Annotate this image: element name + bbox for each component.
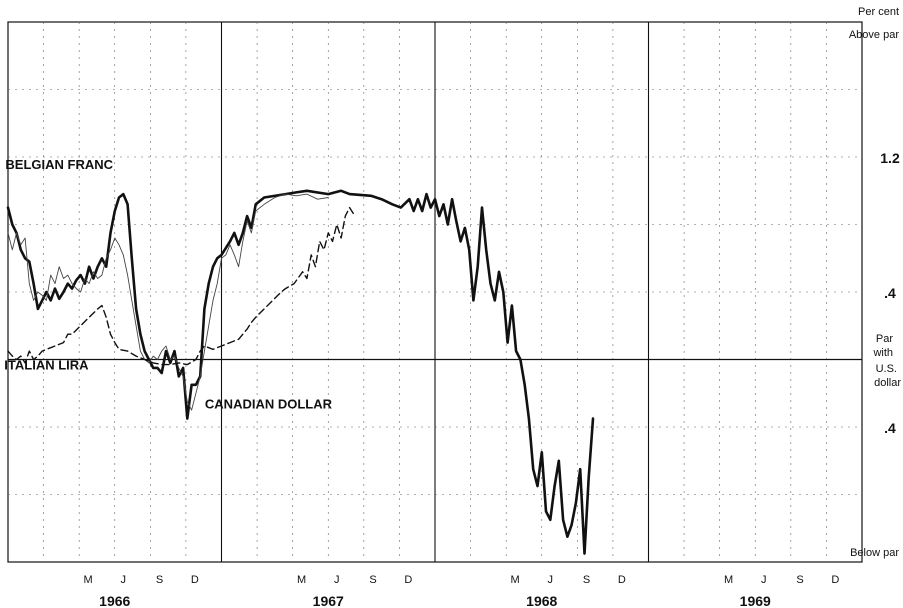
series-line-belgian-franc — [6, 189, 595, 555]
x-tick-label: D — [191, 574, 199, 586]
x-tick-label: S — [369, 574, 376, 586]
x-tick-label: D — [404, 574, 412, 586]
x-tick-label: J — [334, 574, 340, 586]
x-tick-label: M — [297, 574, 306, 586]
y-axis-title: Per cent — [858, 6, 899, 18]
par-label-1: Par — [876, 333, 893, 345]
x-tick-label: S — [796, 574, 803, 586]
x-tick-label: J — [761, 574, 767, 586]
labels: 1.2 .4 .4 M J S D M J S D M J S D M J S D 1966 1967 1968 1969 B… — [4, 150, 900, 608]
par-label-2: with — [872, 347, 893, 359]
x-tick-label: S — [583, 574, 590, 586]
year-label: 1966 — [99, 593, 130, 608]
x-tick-label: D — [618, 574, 626, 586]
y-tick-label: .4 — [884, 285, 896, 301]
series-label-canadian-dollar: CANADIAN DOLLAR — [205, 396, 333, 411]
y-tick-label: 1.2 — [880, 150, 900, 166]
year-label: 1968 — [526, 593, 557, 608]
year-label: 1967 — [313, 593, 344, 608]
above-par-label: Above par — [849, 29, 899, 41]
x-tick-label: S — [156, 574, 163, 586]
par-label-4: dollar — [874, 377, 901, 389]
par-label-3: U.S. — [876, 363, 897, 375]
grid — [7, 21, 863, 563]
x-tick-label: D — [831, 574, 839, 586]
y-tick-label: .4 — [884, 420, 896, 436]
year-label: 1969 — [740, 593, 771, 608]
series-group — [6, 189, 595, 555]
x-tick-label: M — [83, 574, 92, 586]
x-tick-label: J — [121, 574, 127, 586]
x-tick-label: M — [724, 574, 733, 586]
series-line-canadian-dollar — [7, 206, 355, 366]
series-label-italian-lira: ITALIAN LIRA — [4, 358, 89, 373]
below-par-label: Below par — [850, 547, 899, 559]
x-tick-label: M — [510, 574, 519, 586]
series-line-italian-lira — [7, 193, 329, 411]
x-tick-label: J — [548, 574, 554, 586]
series-label-belgian-franc: BELGIAN FRANC — [5, 157, 113, 172]
